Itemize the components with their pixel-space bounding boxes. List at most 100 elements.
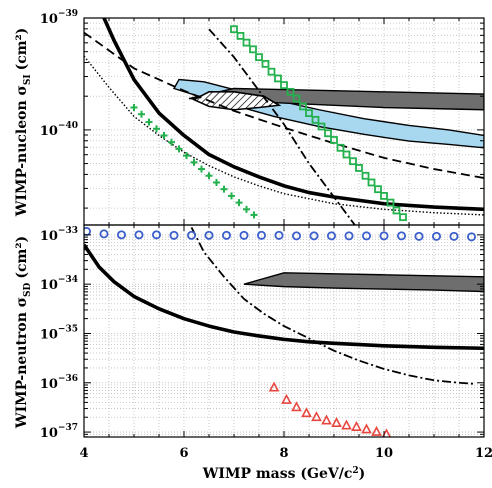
data-point-plus xyxy=(168,138,175,146)
data-point-circle xyxy=(99,229,109,239)
data-point-plus xyxy=(153,125,160,133)
top-y-axis-title: WIMP-nucleon σSI (cm²) xyxy=(14,28,33,218)
bottom-y-axis-title: WIMP-neutron σSD (cm²) xyxy=(14,236,33,429)
data-point-circle xyxy=(134,230,144,240)
y-tick-label: 10−33 xyxy=(40,226,78,244)
data-point-circle xyxy=(117,230,127,240)
data-point-square xyxy=(249,45,257,54)
data-point-circle xyxy=(204,230,214,240)
data-point-plus xyxy=(183,152,190,160)
x-tick-label: 4 xyxy=(79,446,88,461)
data-point-square xyxy=(292,94,301,103)
bottom-y-axis-title-sub: SD xyxy=(23,282,33,296)
top-y-axis-title-unit: (cm²) xyxy=(14,28,30,71)
data-point-circle xyxy=(361,231,371,241)
y-tick-label: 10−37 xyxy=(40,423,78,441)
bottom-panel xyxy=(84,225,484,437)
top-y-axis-title-main: WIMP-nucleon σ xyxy=(14,85,30,217)
bottom-grid xyxy=(84,225,484,437)
data-point-triangle xyxy=(361,423,372,434)
data-point-square xyxy=(367,178,376,187)
x-axis-title: WIMP mass (GeV/c2) xyxy=(202,466,366,482)
data-point-triangle xyxy=(341,419,352,430)
data-point-triangle xyxy=(371,425,382,436)
data-point-plus xyxy=(160,131,168,139)
data-point-circle xyxy=(449,231,459,241)
data-point-circle xyxy=(414,231,424,241)
bottom-y-axis-title-unit: (cm²) xyxy=(14,236,30,279)
data-point-square xyxy=(399,213,407,222)
data-point-plus xyxy=(228,192,235,200)
data-point-triangle xyxy=(311,411,322,422)
top-region-hatched xyxy=(192,91,282,111)
top-region-filled-lightblue xyxy=(172,78,484,149)
data-point-square xyxy=(286,87,295,96)
bottom-region-filled-gray xyxy=(243,272,484,293)
bottom-y-axis-title-main: WIMP-neutron σ xyxy=(14,297,30,429)
data-point-triangle xyxy=(268,381,280,392)
top-series-dotted xyxy=(84,55,484,216)
axes: 10−39 10−40 10−33 10−34 10−35 10−36 10−374 6 8 10… xyxy=(40,9,492,461)
data-point-plus xyxy=(235,199,243,207)
data-point-square xyxy=(267,67,276,76)
data-point-square xyxy=(342,150,351,159)
data-point-plus xyxy=(190,158,198,166)
x-tick-label: 10 xyxy=(375,446,393,461)
data-point-circle xyxy=(431,231,441,241)
data-point-triangle xyxy=(281,393,292,404)
top-panel xyxy=(84,18,484,225)
data-point-square xyxy=(230,25,238,34)
top-series-marker-plus xyxy=(130,104,258,219)
data-point-plus xyxy=(213,178,220,186)
data-point-circle xyxy=(466,232,476,242)
y-tick-label: 10−36 xyxy=(40,374,78,392)
data-point-plus xyxy=(130,104,138,112)
data-point-circle xyxy=(326,231,336,241)
data-point-circle xyxy=(169,230,179,240)
bottom-series-dashdot xyxy=(190,227,475,385)
data-point-circle xyxy=(256,230,266,240)
x-tick-label: 8 xyxy=(279,446,288,461)
data-point-square xyxy=(374,185,382,194)
data-point-square xyxy=(349,157,357,166)
data-point-square xyxy=(330,136,338,144)
data-point-square xyxy=(355,164,363,172)
x-tick-label: 12 xyxy=(475,446,492,461)
data-point-circle xyxy=(309,231,319,241)
data-point-plus xyxy=(175,145,183,153)
data-point-circle xyxy=(291,231,301,241)
data-point-square xyxy=(392,206,401,215)
data-point-square xyxy=(305,109,313,118)
data-point-plus xyxy=(138,110,145,118)
data-point-triangle xyxy=(331,416,342,427)
top-region-filled-gray xyxy=(188,87,484,111)
top-y-axis-title-sub: SI xyxy=(23,74,33,85)
data-point-circle xyxy=(396,231,406,241)
y-tick-label: 10−40 xyxy=(40,121,78,139)
data-point-circle xyxy=(274,230,284,240)
data-point-square xyxy=(311,115,320,124)
data-point-square xyxy=(324,129,332,138)
data-point-circle xyxy=(151,230,161,240)
top-series-dashdot xyxy=(208,28,356,225)
data-point-square xyxy=(255,53,263,62)
y-tick-label: 10−34 xyxy=(40,275,78,293)
data-point-circle xyxy=(379,231,389,241)
data-point-square xyxy=(261,59,270,68)
data-point-triangle xyxy=(301,407,312,418)
data-point-plus xyxy=(145,118,153,126)
bottom-series-marker-circle xyxy=(84,226,476,242)
y-tick-label: 10−35 xyxy=(40,324,78,342)
data-point-square xyxy=(274,74,282,83)
data-point-circle xyxy=(344,231,354,241)
data-point-square xyxy=(242,38,251,47)
data-point-triangle xyxy=(321,414,332,425)
data-point-triangle xyxy=(291,401,302,412)
x-tick-label: 6 xyxy=(179,446,188,461)
data-point-triangle xyxy=(351,420,362,431)
data-point-square xyxy=(317,122,326,131)
data-point-plus xyxy=(250,211,258,219)
data-point-square xyxy=(361,171,370,180)
data-point-circle xyxy=(186,230,196,240)
